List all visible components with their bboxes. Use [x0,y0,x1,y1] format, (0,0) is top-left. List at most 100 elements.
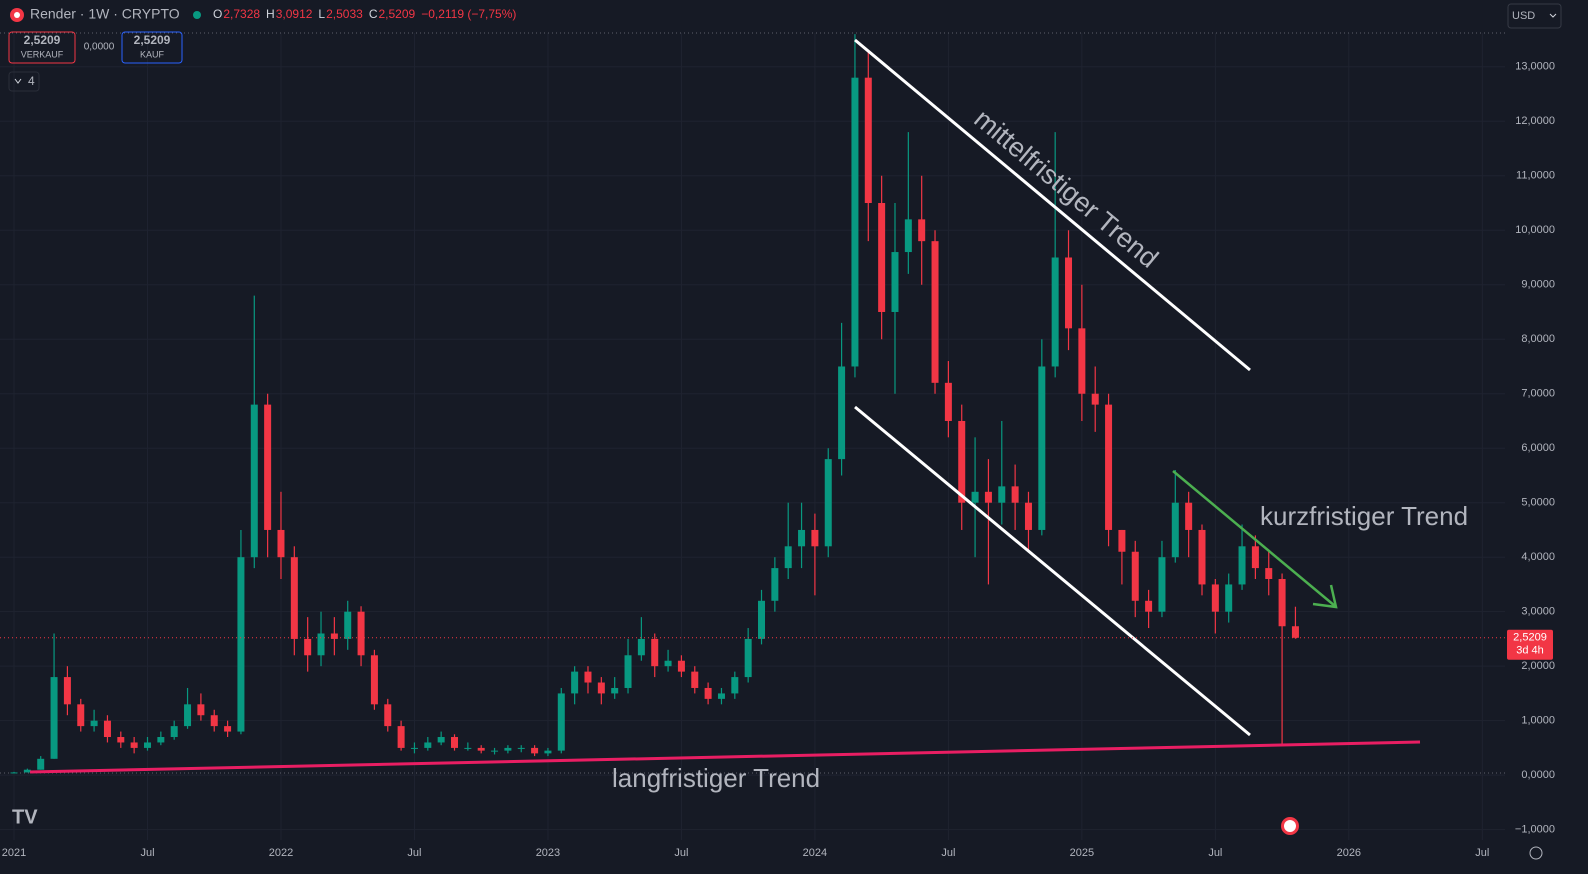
candle-body [1291,626,1299,638]
indicator-count[interactable]: 4 [28,74,35,88]
symbol[interactable]: Render · 1W · CRYPTO [30,6,180,22]
x-tick-label: 2022 [269,847,293,859]
currency[interactable]: USD [1512,10,1535,22]
x-tick-label: Jul [407,847,421,859]
candle-body [170,726,178,738]
y-tick-label: −1,0000 [1515,824,1555,836]
candle-body [1131,551,1139,601]
candle-body [1225,584,1233,612]
y-tick-label: 1,0000 [1521,715,1555,727]
candle-body [1158,557,1166,612]
candle-body [477,747,485,751]
candle-body [50,677,58,759]
candle-body [557,693,565,751]
short-trend-line [1172,470,1336,607]
market-status [193,11,201,19]
candle-body [904,219,912,253]
last-price-tag [1507,629,1553,660]
candle-body [891,252,899,312]
y-tick-label: 8,0000 [1521,333,1555,345]
event-marker-inner [1284,820,1296,832]
candle-body [1198,529,1206,585]
candle-body [864,77,872,204]
x-tick-label: Jul [674,847,688,859]
y-tick-label: 4,0000 [1521,551,1555,563]
candle-body [277,529,285,558]
x-tick-label: Jul [140,847,154,859]
candle-body [758,600,766,639]
candle-body [798,529,806,547]
candle-body [317,633,325,656]
candle-body [1065,257,1073,329]
candle-body [958,420,966,503]
sell-label[interactable]: VERKAUF [21,49,64,59]
candle-body [1171,502,1179,558]
x-tick-label: 2026 [1337,847,1361,859]
candle-body [330,633,338,639]
candle-body [1024,502,1032,530]
indicator-toggle[interactable] [8,71,40,92]
last-price-label: 2,5209 [1513,632,1547,644]
short-trend-arrow [1312,584,1338,609]
candle-body [597,682,605,694]
candle-body [410,747,418,749]
y-tick-label: 9,0000 [1521,279,1555,291]
candle-body [10,772,18,774]
candle-body [130,742,138,748]
candle-body [1038,366,1046,530]
candle-body [531,747,539,754]
candle-body [611,687,619,694]
settings-icon[interactable] [1529,846,1543,860]
candle-body [584,671,592,683]
change: −0,2119 (−7,75%) [421,7,516,21]
candle-body [1278,578,1286,627]
candle-body [237,557,245,732]
buy-button[interactable] [121,31,183,64]
candle-body [1078,328,1086,394]
candle-body [344,611,352,639]
x-tick-label: Jul [1208,847,1222,859]
logo: TV [12,806,38,828]
candle-body [90,720,98,727]
candle-body [744,638,752,678]
sell-button[interactable] [8,31,76,64]
candle-body [1051,257,1059,367]
buy-label[interactable]: KAUF [140,49,165,59]
candle-body [517,747,525,749]
currency-select[interactable] [1507,3,1562,29]
candle-body [143,742,151,748]
candle-body [971,491,979,503]
ohlc-value: 3,0912 [276,7,313,21]
candle-body [931,241,939,383]
y-tick-label: 5,0000 [1521,497,1555,509]
y-tick-label: 3,0000 [1521,606,1555,618]
annotation: kurzfristiger Trend [1260,501,1468,531]
candle-body [1091,393,1099,405]
candle-body [304,638,312,656]
candle-body [784,546,792,569]
symbol-icon-dot [14,12,20,18]
sell-price[interactable]: 2,5209 [24,33,61,47]
candle-body [1211,584,1219,612]
candle-body [464,747,472,749]
ohlc-value: 2,5209 [378,7,415,21]
ohlc-key: C [369,7,378,21]
candle-body [691,671,699,688]
buy-price[interactable]: 2,5209 [134,33,171,47]
annotation: langfristiger Trend [612,763,820,793]
ohlc-value: 2,7328 [223,7,260,21]
y-tick-label: 0,0000 [1521,769,1555,781]
candle-body [717,693,725,699]
candle-body [424,742,432,748]
candle-body [771,568,779,601]
candle-body [1105,404,1113,530]
y-tick-label: 10,0000 [1515,224,1555,236]
ohlc-key: L [318,7,325,21]
candle-body [984,491,992,503]
candle-body [651,638,659,667]
candle-body [397,726,405,748]
candle-body [77,704,85,727]
chevron [14,78,22,84]
candle-body [731,677,739,694]
candle-body [250,404,258,558]
